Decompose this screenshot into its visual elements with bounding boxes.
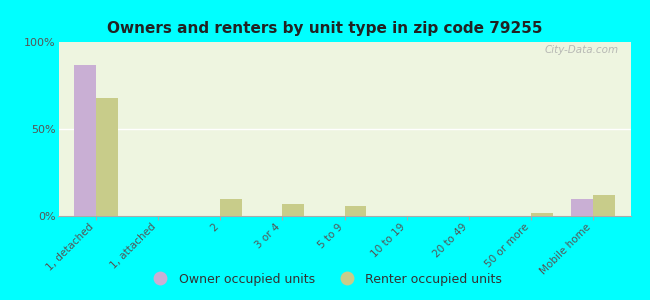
Legend: Owner occupied units, Renter occupied units: Owner occupied units, Renter occupied un…: [143, 268, 507, 291]
Bar: [282, 204, 304, 216]
Text: Owners and renters by unit type in zip code 79255: Owners and renters by unit type in zip c…: [107, 21, 543, 36]
Text: City-Data.com: City-Data.com: [545, 46, 619, 56]
Bar: [96, 98, 118, 216]
Bar: [531, 212, 552, 216]
Bar: [571, 199, 593, 216]
Bar: [593, 195, 615, 216]
Bar: [220, 199, 242, 216]
Bar: [74, 64, 96, 216]
Bar: [344, 206, 366, 216]
